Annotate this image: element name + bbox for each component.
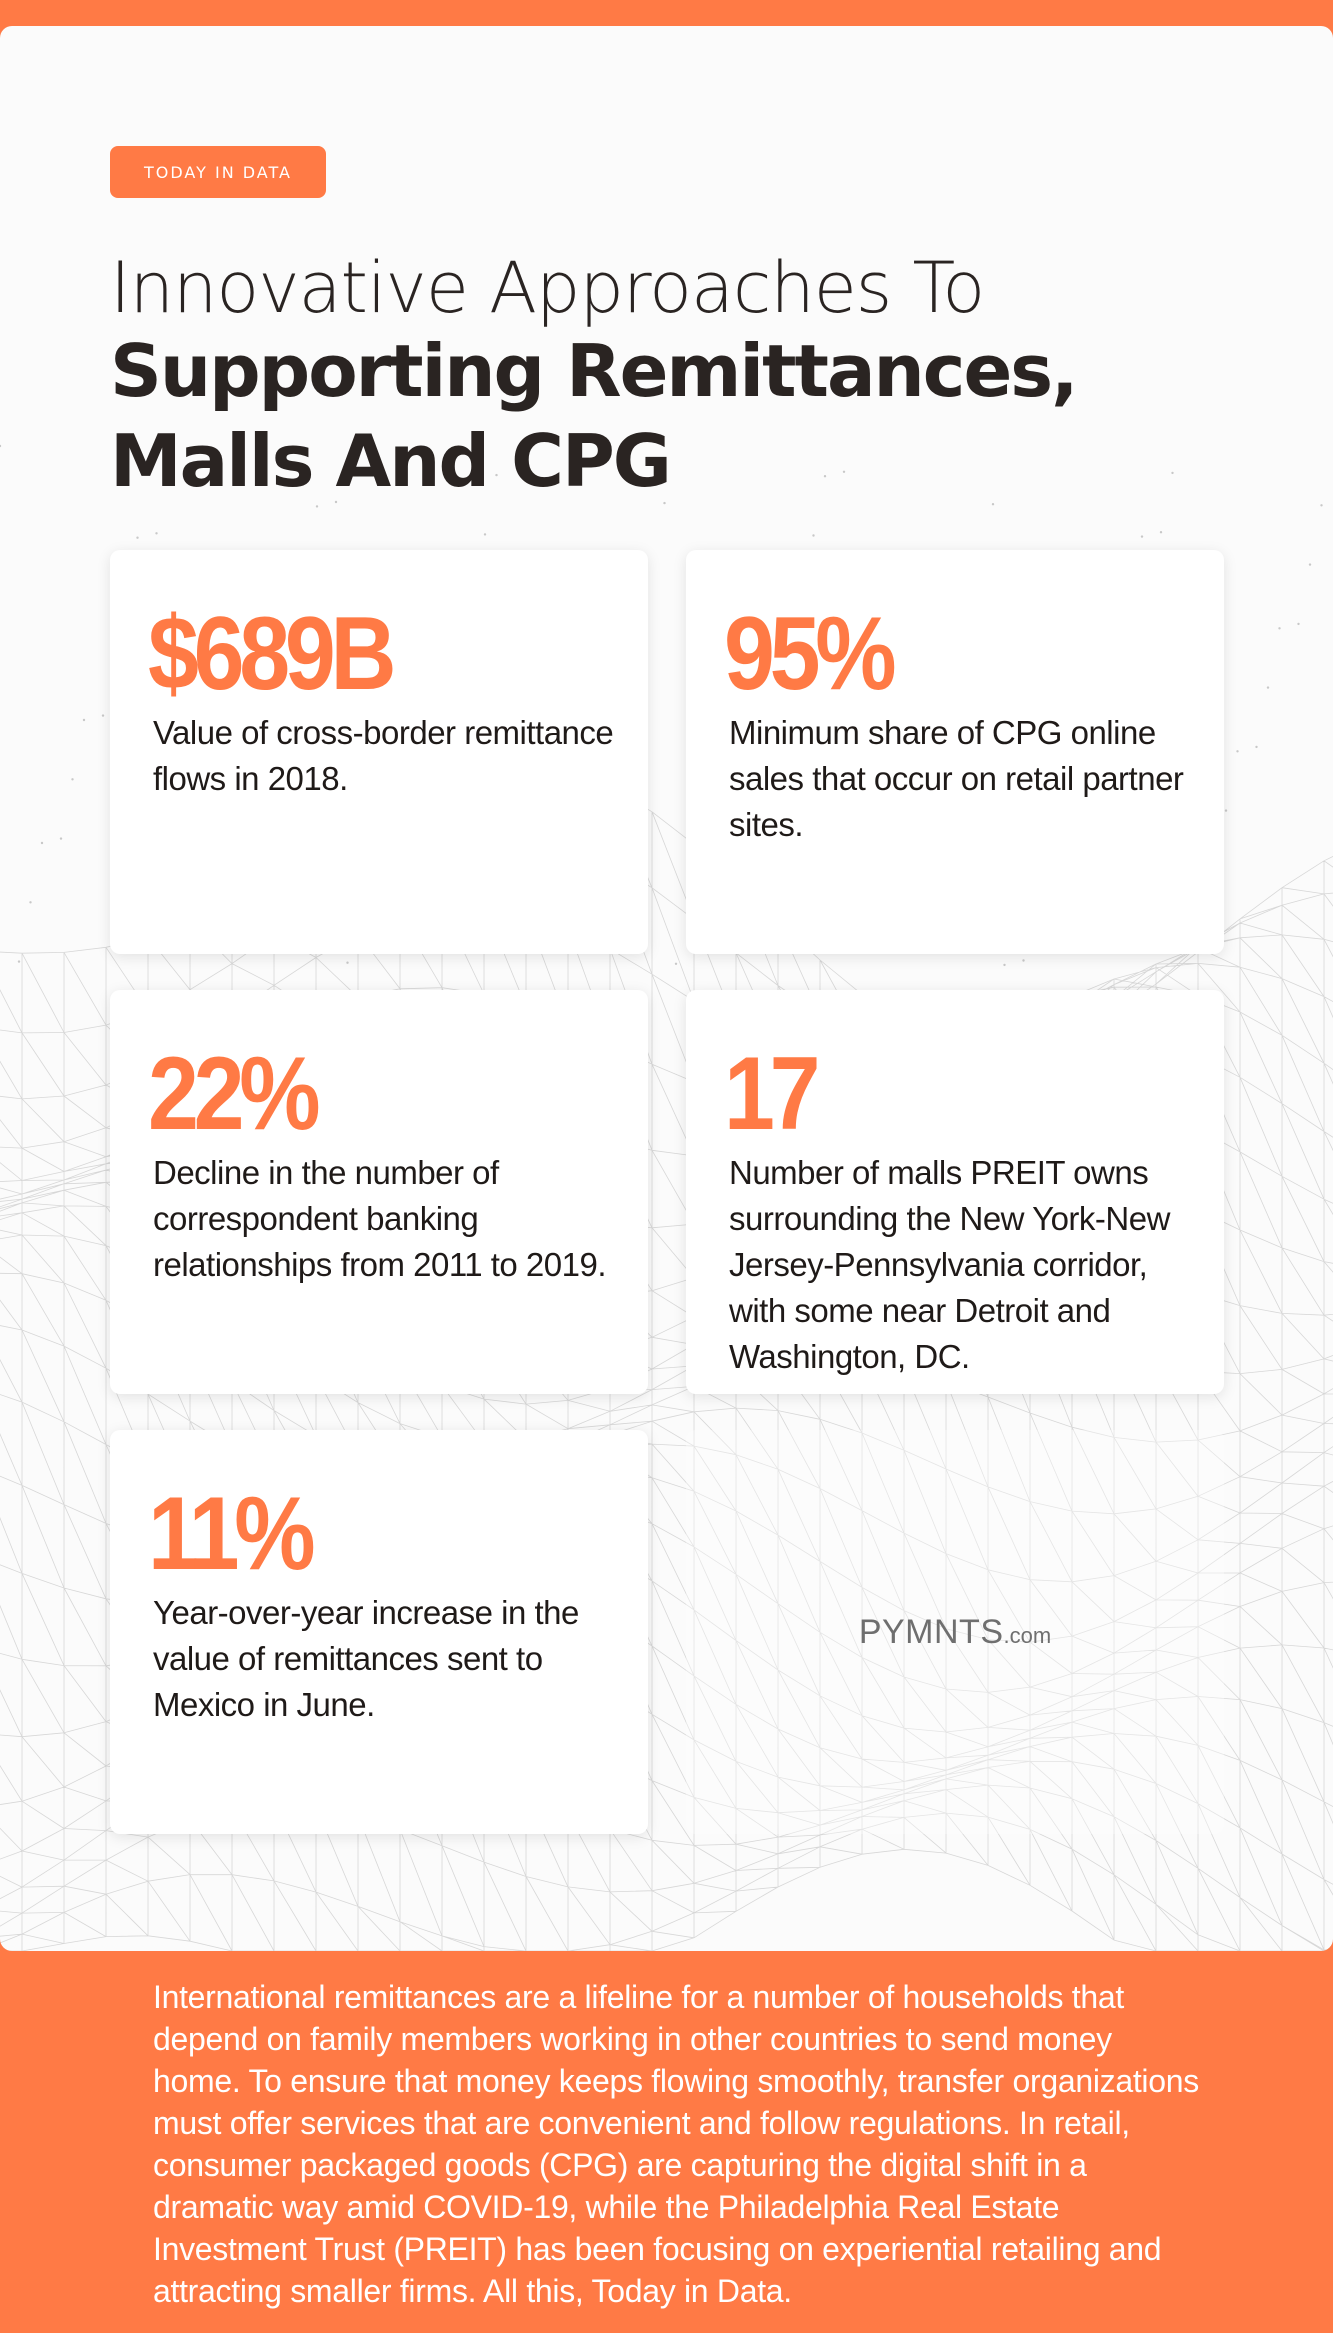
summary-paragraph: International remittances are a lifeline… — [153, 1979, 1199, 2309]
page-title-bold: Supporting Remittances, Malls And CPG — [110, 329, 1079, 503]
stat-card-remittance-value: $689B Value of cross-border remittance f… — [110, 550, 648, 954]
stat-card-cpg-share: 95% Minimum share of CPG online sales th… — [686, 550, 1224, 954]
logo-main: PYMNTS — [858, 1612, 1004, 1651]
stat-card-banking-decline: 22% Decline in the number of corresponde… — [110, 990, 648, 1394]
stat-description: Value of cross-border remittance flows i… — [153, 714, 614, 797]
stat-description: Year-over-year increase in the value of … — [153, 1594, 579, 1723]
content-panel: TODAY IN DATA Innovative Approaches To S… — [0, 26, 1333, 1951]
stat-value: 11% — [148, 1476, 316, 1592]
section-tag: TODAY IN DATA — [110, 146, 326, 198]
top-accent-bar — [0, 0, 1333, 26]
pymnts-logo: PYMNTS.com — [859, 1613, 1051, 1652]
stat-card-preit-malls: 17 Number of malls PREIT owns surroundin… — [686, 990, 1224, 1394]
stat-value: 95% — [724, 596, 897, 712]
stat-value: $689B — [148, 596, 397, 712]
stat-description: Number of malls PREIT owns surrounding t… — [729, 1154, 1170, 1375]
stat-value: 22% — [148, 1036, 321, 1152]
page-title-line1: Innovative Approaches To — [110, 247, 985, 329]
stat-description: Decline in the number of correspondent b… — [153, 1154, 607, 1283]
stat-value: 17 — [724, 1036, 821, 1152]
logo-tile: PYMNTS.com — [686, 1430, 1224, 1834]
stat-card-mexico-remittances: 11% Year-over-year increase in the value… — [110, 1430, 648, 1834]
logo-suffix: .com — [1003, 1622, 1052, 1648]
stat-description: Minimum share of CPG online sales that o… — [729, 714, 1184, 843]
